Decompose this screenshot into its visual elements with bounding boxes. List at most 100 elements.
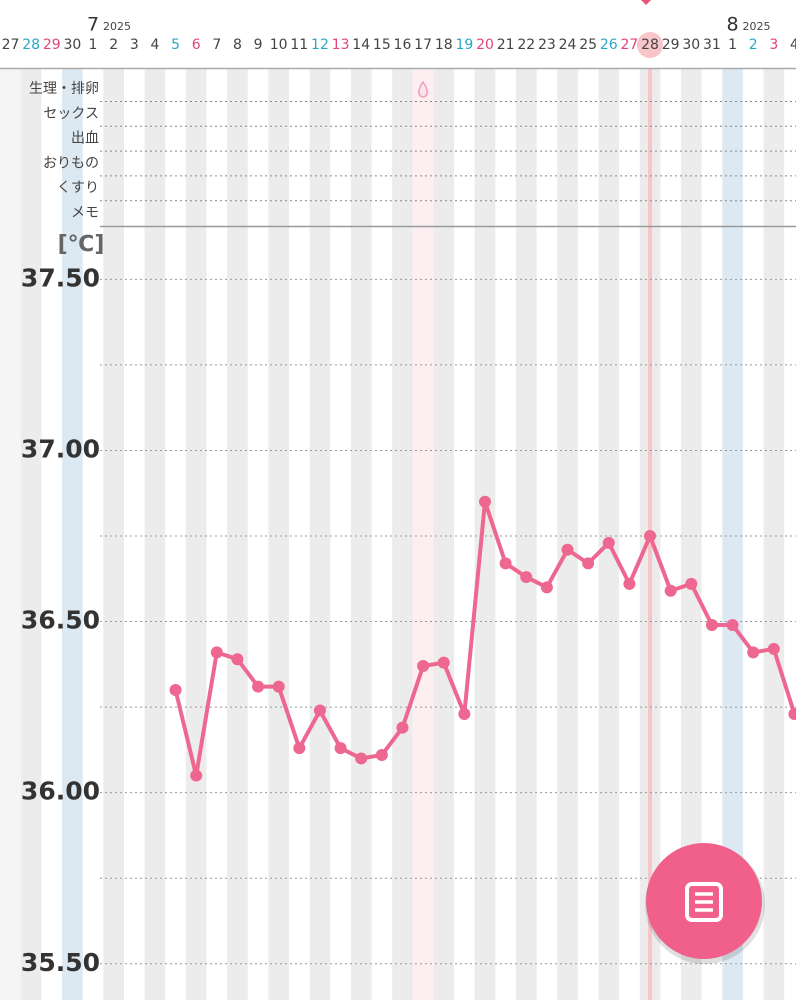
x-tick-label: 28: [22, 37, 40, 53]
temperature-point: [644, 530, 657, 542]
temperature-point: [788, 707, 796, 720]
temperature-point: [458, 707, 471, 720]
x-tick-label: 6: [192, 37, 201, 53]
row-label: セックス: [43, 106, 99, 122]
temperature-point: [437, 656, 450, 669]
today-marker: [637, 32, 664, 58]
temperature-point: [582, 557, 595, 570]
x-tick-label: 1: [89, 37, 98, 53]
month-label: 7: [87, 14, 99, 36]
temperature-point: [561, 543, 574, 556]
x-tick-label: 24: [559, 37, 577, 53]
x-tick-label: 22: [517, 37, 535, 53]
temperature-point: [520, 571, 533, 584]
x-tick-label: 16: [394, 37, 412, 53]
x-tick-label: 29: [662, 37, 680, 53]
column-stripe: [227, 68, 248, 1000]
x-tick-label: 4: [150, 37, 159, 53]
x-tick-label: 23: [538, 37, 556, 53]
x-tick-label: 1: [728, 37, 737, 53]
row-label: 生理・排卵: [29, 81, 99, 97]
column-stripe: [62, 68, 83, 1000]
x-tick-label: 9: [254, 37, 263, 53]
temperature-point: [231, 653, 244, 666]
column-stripe: [412, 68, 434, 1000]
x-tick-label: 19: [455, 37, 473, 53]
x-tick-label: 25: [579, 37, 597, 53]
x-tick-label: 8: [233, 37, 242, 53]
temperature-point: [747, 646, 760, 659]
period-icon: [418, 80, 428, 98]
x-tick-label: 21: [497, 37, 515, 53]
x-tick-label: 14: [352, 37, 370, 53]
y-tick-label: 37.00: [21, 434, 100, 463]
temperature-point: [355, 752, 368, 765]
temperature-point: [313, 704, 326, 717]
temperature-point: [767, 642, 780, 655]
y-tick-label: 36.50: [21, 606, 100, 635]
temperature-point: [499, 557, 512, 570]
temperature-point: [190, 769, 203, 782]
header-bg: [0, 0, 796, 68]
row-label: くすり: [57, 180, 99, 196]
x-tick-label: 30: [682, 37, 700, 53]
x-tick-label: 3: [130, 37, 139, 53]
temperature-point: [602, 536, 615, 549]
x-tick-label: 15: [373, 37, 391, 53]
x-tick-label: 27: [620, 37, 638, 53]
column-stripe: [0, 68, 21, 1000]
y-axis-label: [℃]: [58, 232, 105, 257]
temperature-point: [726, 618, 739, 631]
today-pointer: [641, 0, 652, 5]
row-label: 出血: [71, 131, 99, 147]
column-stripe: [20, 68, 42, 1000]
temperature-point: [169, 684, 182, 696]
x-tick-label: 11: [290, 37, 308, 53]
column-stripe: [185, 68, 207, 1000]
temperature-point: [334, 742, 347, 755]
temperature-point: [210, 646, 223, 659]
column-stripe: [515, 68, 537, 1000]
menu-button[interactable]: [645, 843, 765, 964]
menu-icon: [685, 882, 723, 922]
column-stripe: [309, 68, 331, 1000]
column-stripe: [474, 68, 496, 1000]
temperature-point: [478, 495, 491, 508]
column-stripe: [557, 68, 578, 1000]
x-tick-label: 10: [270, 37, 288, 53]
x-tick-label: 2: [109, 37, 118, 53]
temperature-point: [664, 584, 677, 597]
x-tick-label: 2: [749, 37, 758, 53]
x-tick-label: 31: [703, 37, 721, 53]
column-stripe: [598, 68, 620, 1000]
year-label: 2025: [103, 20, 131, 33]
year-label: 2025: [743, 20, 771, 33]
column-stripe: [722, 68, 743, 1000]
column-stripe: [433, 68, 455, 1000]
row-label: おりもの: [43, 155, 99, 171]
y-tick-label: 36.00: [21, 777, 100, 806]
x-tick-label: 18: [435, 37, 453, 53]
x-tick-label: 3: [769, 37, 778, 53]
x-tick-label: 4: [790, 37, 796, 53]
column-stripe: [392, 68, 413, 1000]
column-stripe: [680, 68, 702, 1000]
temperature-point: [705, 618, 718, 631]
x-tick-label: 20: [476, 37, 494, 53]
temperature-point: [396, 721, 409, 734]
x-tick-label: 30: [63, 37, 81, 53]
x-tick-label: 5: [171, 37, 180, 53]
temperature-point: [623, 577, 636, 590]
column-stripe: [144, 68, 166, 1000]
temperature-point: [540, 581, 553, 594]
temperature-point: [417, 660, 430, 673]
x-tick-label: 28: [641, 37, 659, 53]
temperature-point: [685, 577, 698, 590]
y-tick-label: 35.50: [21, 948, 100, 977]
column-stripe: [763, 68, 785, 1000]
temperature-point: [272, 680, 285, 693]
